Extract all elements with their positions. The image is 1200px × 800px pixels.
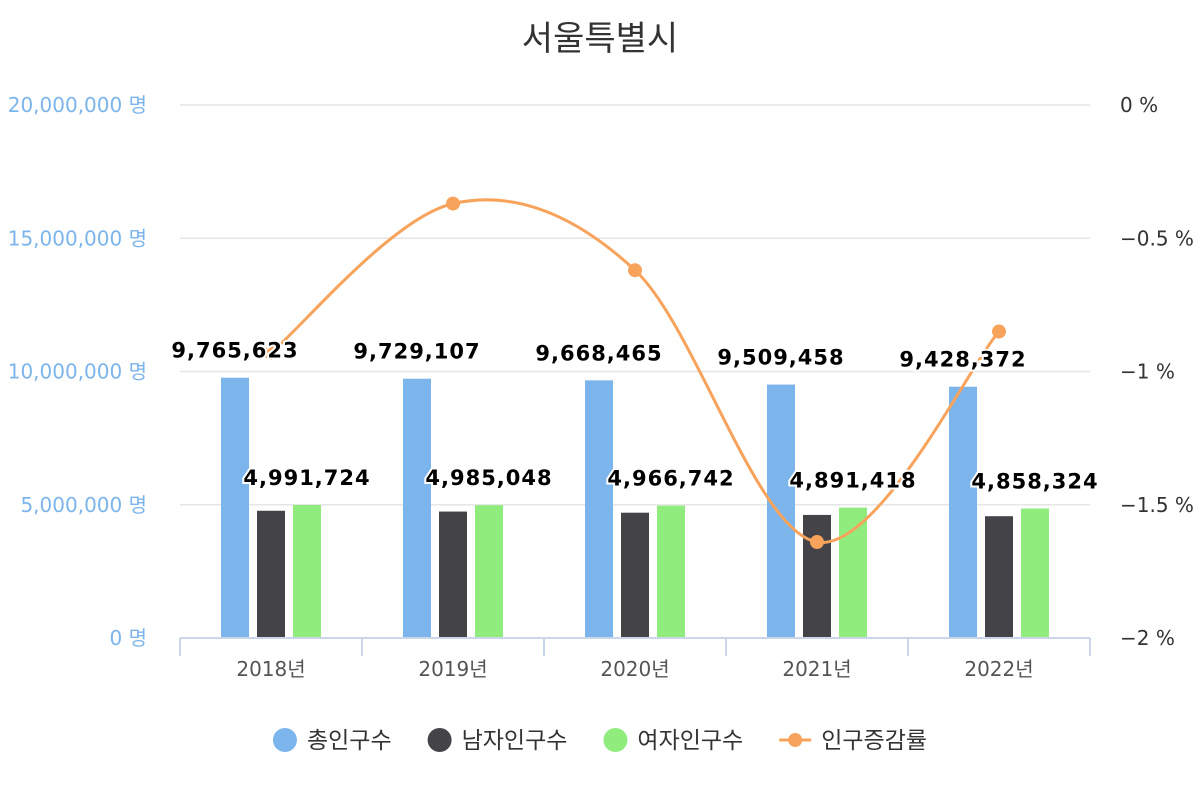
- x-axis: 2018년 2019년 2020년 2021년 2022년: [179, 637, 1091, 681]
- chart-title: 서울특별시: [522, 19, 678, 59]
- y-left-tick-label: 0 명: [110, 626, 147, 650]
- bar: [403, 378, 431, 638]
- y-axis-left: 0 명 5,000,000 명 10,000,000 명 15,000,000 명 20…: [8, 93, 147, 650]
- legend-item[interactable]: 총인구수: [272, 728, 392, 754]
- data-label: 4,891,418: [789, 469, 916, 493]
- data-labels: 9,765,623 9,729,107 9,668,465 9,509,458 9,42…: [169, 337, 1099, 496]
- bar: [1021, 508, 1049, 638]
- line-point: [992, 324, 1006, 339]
- line-point: [810, 535, 824, 550]
- data-label: 4,985,048: [425, 466, 552, 490]
- bar: [439, 511, 467, 638]
- y-right-tick-label: 0 %: [1120, 93, 1158, 117]
- legend-label: 총인구수: [307, 728, 392, 754]
- x-tick-label: 2018년: [236, 657, 305, 681]
- y-right-tick-label: −1.5 %: [1120, 493, 1194, 517]
- x-tick-label: 2022년: [964, 657, 1033, 681]
- legend-item[interactable]: 여자인구수: [603, 728, 743, 754]
- legend-line-symbol: [779, 733, 812, 747]
- line-point: [628, 263, 642, 278]
- bar: [767, 384, 795, 638]
- bar: [293, 504, 321, 638]
- legend-item[interactable]: 남자인구수: [427, 728, 568, 754]
- legend-symbol: [272, 728, 297, 752]
- bar: [949, 386, 977, 638]
- bar: [585, 380, 613, 638]
- legend-item[interactable]: 인구증감률: [779, 728, 927, 754]
- line-series: [264, 196, 1006, 550]
- legend-label: 남자인구수: [462, 728, 568, 754]
- bar: [839, 507, 867, 638]
- bar: [803, 514, 831, 638]
- data-label: 4,966,742: [607, 467, 734, 491]
- data-label: 9,729,107: [353, 340, 480, 364]
- y-left-tick-label: 15,000,000 명: [8, 226, 147, 250]
- y-right-tick-label: −0.5 %: [1120, 226, 1194, 250]
- y-right-tick-label: −2 %: [1120, 626, 1175, 650]
- legend-symbol: [427, 728, 452, 752]
- x-tick-label: 2021년: [782, 657, 851, 681]
- data-label: 4,991,724: [243, 466, 370, 490]
- line-point: [446, 196, 460, 211]
- bar: [985, 516, 1013, 638]
- y-right-tick-label: −1 %: [1120, 360, 1175, 384]
- legend-symbol: [603, 728, 628, 752]
- y-left-tick-label: 10,000,000 명: [8, 360, 147, 384]
- bar: [257, 510, 285, 638]
- data-label: 9,509,458: [717, 346, 844, 370]
- data-label: 9,668,465: [535, 341, 662, 365]
- bar: [621, 512, 649, 638]
- y-left-tick-label: 20,000,000 명: [8, 93, 147, 117]
- legend[interactable]: 총인구수 남자인구수 여자인구수 인구증감률: [272, 728, 927, 754]
- x-tick-label: 2020년: [600, 657, 669, 681]
- gridlines: [180, 104, 1090, 506]
- data-label: 9,765,623: [171, 339, 298, 363]
- data-label: 9,428,372: [899, 348, 1026, 372]
- y-left-tick-label: 5,000,000 명: [20, 493, 147, 517]
- bar: [657, 505, 685, 638]
- y-axis-right: −2 % −1.5 % −1 % −0.5 % 0 %: [1120, 93, 1194, 650]
- bar: [221, 377, 249, 638]
- line-point: [264, 345, 278, 360]
- legend-label: 여자인구수: [637, 728, 743, 754]
- legend-label: 인구증감률: [821, 728, 927, 754]
- series-line: [270, 198, 1001, 544]
- bar-series: [221, 377, 1049, 638]
- bar: [475, 505, 503, 638]
- data-label: 4,858,324: [971, 470, 1098, 494]
- x-tick-label: 2019년: [418, 657, 487, 681]
